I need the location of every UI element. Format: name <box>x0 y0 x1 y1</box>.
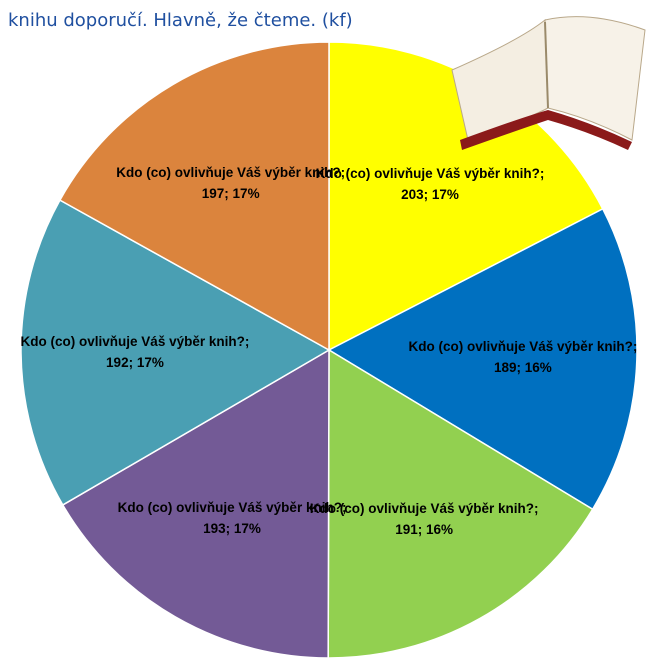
data-label: Kdo (co) ovlivňuje Váš výběr knih?; 189;… <box>398 336 648 378</box>
data-label: Kdo (co) ovlivňuje Váš výběr knih?; 197;… <box>106 162 356 204</box>
data-label: Kdo (co) ovlivňuje Váš výběr knih?; 193;… <box>107 497 357 539</box>
book-illustration <box>452 17 645 150</box>
chart <box>0 0 654 659</box>
header-text: knihu doporučí. Hlavně, že čteme. (kf) <box>8 10 353 31</box>
page: knihu doporučí. Hlavně, že čteme. (kf) K… <box>0 0 654 659</box>
data-label: Kdo (co) ovlivňuje Váš výběr knih?; 192;… <box>10 331 260 373</box>
